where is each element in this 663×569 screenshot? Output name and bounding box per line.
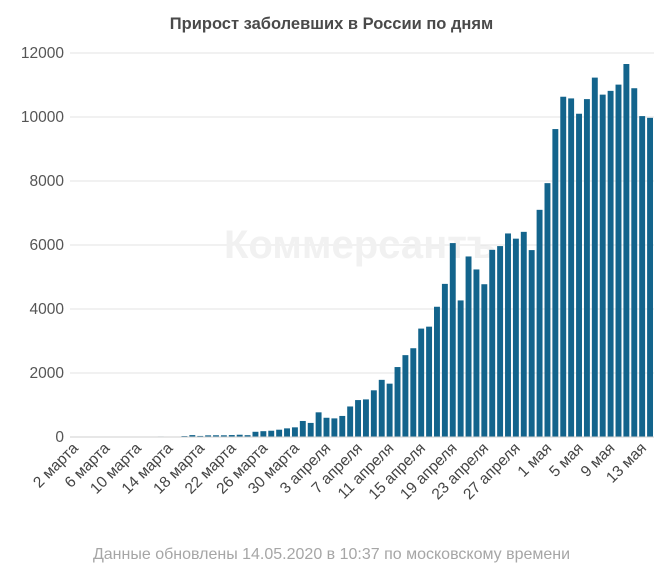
bar: [607, 90, 614, 438]
chart-title: Прирост заболевших в России по дням: [169, 15, 494, 33]
bar: [402, 355, 409, 437]
bar: [410, 348, 417, 437]
bar: [457, 300, 464, 437]
y-tick-labels: 0 2000 4000 6000 8000 10000 12000: [21, 45, 64, 446]
y-tick-label: 0: [55, 429, 64, 446]
bar: [362, 399, 369, 437]
bar: [434, 306, 440, 437]
bar: [189, 435, 196, 437]
bar: [497, 246, 504, 437]
bar: [591, 77, 598, 438]
bar: [268, 430, 275, 437]
bar: [213, 435, 219, 437]
bar: [284, 428, 290, 437]
bar: [244, 435, 251, 437]
bar: [441, 283, 448, 437]
bar: [639, 116, 646, 437]
bar: [552, 129, 559, 437]
bar: [599, 94, 606, 437]
bar: [260, 431, 267, 437]
bar: [583, 99, 590, 438]
y-tick-label: 2000: [30, 365, 65, 382]
bar: [536, 209, 543, 437]
y-tick-label: 6000: [30, 237, 65, 254]
bar: [307, 422, 314, 437]
bar: [323, 417, 330, 437]
bar: [197, 435, 204, 437]
bar: [505, 233, 511, 437]
bar: [489, 249, 496, 437]
bar: [576, 113, 582, 438]
bar: [220, 435, 227, 437]
bar: [205, 435, 212, 437]
y-tick-label: 8000: [30, 173, 65, 190]
bar: [228, 435, 235, 437]
grid-lines: [70, 52, 654, 374]
bar: [370, 390, 377, 437]
bar: [615, 84, 622, 438]
x-tick-label: 5 мая: [546, 440, 587, 481]
bar: [291, 427, 298, 437]
bar: [355, 400, 362, 437]
bar: [449, 243, 456, 437]
bar: [623, 64, 630, 437]
bar: [276, 429, 283, 437]
bar: [315, 412, 322, 437]
footer-note: Данные обновлены 14.05.2020 в 10:37 по м…: [92, 546, 571, 563]
bar: [481, 284, 488, 437]
bar: [418, 328, 425, 437]
bar: [236, 434, 243, 437]
y-tick-label: 10000: [21, 109, 64, 126]
bar: [394, 367, 401, 437]
bar: [299, 420, 306, 437]
y-tick-label: 12000: [21, 45, 64, 62]
bar: [528, 250, 535, 437]
bar: [426, 326, 433, 437]
x-tick-label: 1 мая: [515, 440, 556, 481]
bar: [386, 383, 393, 437]
bar: [331, 418, 338, 437]
bar: [252, 431, 259, 437]
bar: [568, 98, 575, 437]
bar: [512, 238, 519, 437]
bar: [473, 269, 480, 437]
bar: [647, 117, 654, 437]
bar: [378, 379, 385, 437]
bar: [339, 415, 346, 437]
bar: [631, 88, 638, 437]
bar: [560, 96, 567, 438]
y-tick-label: 4000: [30, 301, 65, 318]
bar: [520, 231, 527, 437]
bar: [544, 183, 551, 437]
bars: [70, 64, 654, 438]
bar: [465, 256, 472, 437]
bar: [347, 406, 354, 437]
